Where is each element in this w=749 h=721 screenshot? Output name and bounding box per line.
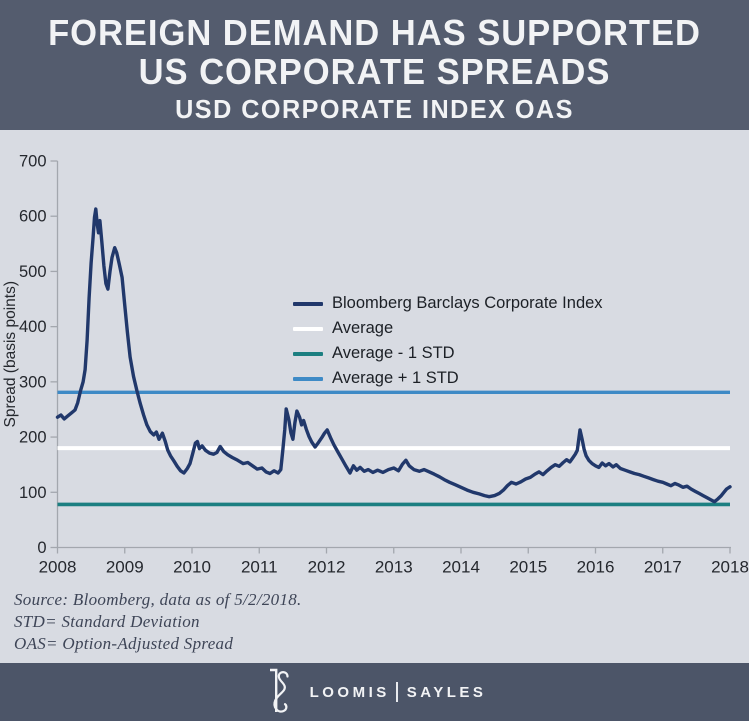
title-line-1: FOREIGN DEMAND HAS SUPPORTED [48, 12, 701, 53]
x-tick-label: 2009 [106, 558, 144, 577]
x-tick-label: 2014 [442, 558, 480, 577]
legend-swatch-blue [293, 376, 323, 381]
x-tick-label: 2010 [173, 558, 211, 577]
x-tick-label: 2018 [711, 558, 749, 577]
brand-divider [395, 682, 398, 702]
chart-area: 0 100 200 300 400 500 600 700 2008 2009 2010 2011 20… [0, 130, 749, 663]
monogram-s-stroke [273, 671, 289, 713]
y-tick-label: 200 [19, 429, 47, 447]
subtitle: USD CORPORATE INDEX OAS [175, 94, 574, 124]
x-tick-label: 2011 [241, 558, 278, 577]
legend-label: Average + 1 STD [332, 369, 459, 387]
legend-item-corporate-index: Bloomberg Barclays Corporate Index [293, 291, 603, 316]
y-tick-label: 300 [19, 373, 47, 391]
x-tick-label: 2008 [39, 558, 77, 577]
std-note: STD= Standard Deviation [14, 612, 200, 631]
legend-swatch-white [293, 326, 323, 331]
header: FOREIGN DEMAND HAS SUPPORTED US CORPORAT… [0, 0, 749, 130]
source-notes: Source: Bloomberg, data as of 5/2/2018. … [14, 589, 302, 655]
x-tick-label: 2012 [308, 558, 346, 577]
brand-loomis: LOOMIS [309, 683, 390, 701]
title: FOREIGN DEMAND HAS SUPPORTED US CORPORAT… [0, 0, 749, 124]
x-tick-label: 2015 [509, 558, 547, 577]
y-tick-label: 400 [19, 318, 47, 336]
legend-item-minus-1-std: Average - 1 STD [293, 341, 603, 366]
x-tick-label: 2017 [644, 558, 682, 577]
legend-label: Average - 1 STD [332, 344, 455, 362]
brand-sayles: SAYLES [406, 683, 487, 701]
y-tick-label: 500 [19, 263, 47, 281]
legend-label: Bloomberg Barclays Corporate Index [332, 294, 603, 312]
y-tick-label: 0 [37, 539, 46, 557]
footer-brand-bar: LOOMIS SAYLES [0, 663, 749, 721]
y-tick-label: 600 [19, 208, 47, 226]
series-bloomberg-barclays-corporate-index [55, 207, 732, 504]
title-line-2: US CORPORATE SPREADS [138, 51, 611, 92]
y-tick-label: 700 [19, 153, 47, 171]
legend-item-plus-1-std: Average + 1 STD [293, 366, 603, 391]
legend-swatch-teal [293, 351, 323, 356]
spread-line-chart: 0 100 200 300 400 500 600 700 2008 2009 2010 2011 20… [2, 153, 749, 577]
y-axis-label: Spread (basis points) [2, 281, 19, 427]
legend-item-average: Average [293, 316, 603, 341]
x-tick-label: 2013 [375, 558, 413, 577]
y-tick-label: 100 [19, 484, 47, 502]
source-note: Source: Bloomberg, data as of 5/2/2018. [14, 590, 302, 609]
legend-swatch-navy [293, 301, 323, 306]
loomis-sayles-monogram-icon [269, 668, 289, 713]
oas-note: OAS= Option-Adjusted Spread [14, 634, 234, 653]
legend-label: Average [332, 319, 394, 337]
legend: Bloomberg Barclays Corporate Index Avera… [293, 291, 603, 391]
x-tick-label: 2016 [577, 558, 615, 577]
